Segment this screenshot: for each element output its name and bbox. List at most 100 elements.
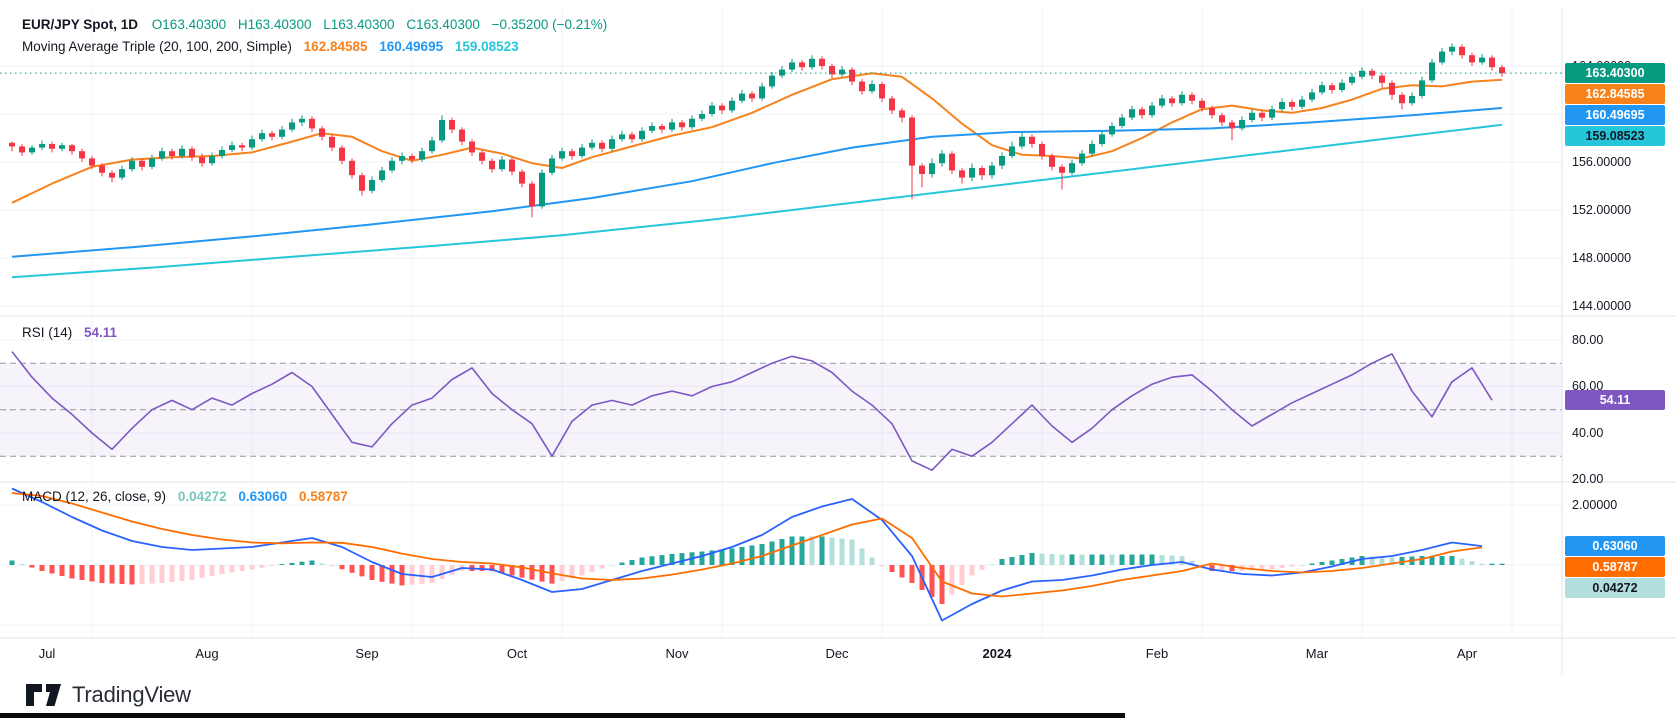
symbol-title[interactable]: EUR/JPY Spot, 1D: [22, 17, 139, 32]
macd-histogram-bar: [249, 565, 255, 570]
macd-axis-label: 2.00000: [1572, 498, 1618, 512]
candle: [1279, 102, 1285, 110]
macd-histogram-bar: [649, 556, 655, 565]
macd-histogram-bar: [909, 565, 915, 583]
macd-histogram-bar: [1269, 565, 1275, 570]
tradingview-logo[interactable]: TradingView: [26, 680, 191, 710]
macd-histogram-bar: [1129, 554, 1135, 565]
macd-histogram-bar: [89, 565, 95, 582]
candle: [1329, 85, 1335, 90]
macd-histogram-bar: [839, 538, 845, 565]
macd-histogram-bar: [1029, 553, 1035, 565]
macd-histogram-bar: [9, 560, 15, 565]
candle: [1219, 115, 1225, 123]
candle: [719, 105, 725, 111]
candle: [199, 157, 205, 164]
candle: [519, 171, 525, 184]
macd-histogram-bar: [799, 536, 805, 565]
macd-histogram-bar: [1099, 554, 1105, 565]
time-scale[interactable]: Jul Aug Sep Oct Nov Dec 2024 Feb Mar Apr: [0, 638, 1562, 674]
macd-histogram-bar: [1489, 563, 1495, 565]
candle: [1009, 146, 1015, 156]
candle: [1099, 134, 1105, 144]
candle: [269, 133, 275, 137]
rsi-axis-label: 80.00: [1572, 333, 1604, 347]
macd-histogram-bar: [1459, 558, 1465, 565]
macd-histogram-bar: [1109, 554, 1115, 565]
macd-histogram-bar: [1179, 556, 1185, 565]
price-scale[interactable]: 164.00000156.00000152.00000148.00000144.…: [1564, 0, 1675, 674]
candle: [829, 66, 835, 75]
candle: [1399, 94, 1405, 104]
macd-histogram-bar: [1319, 562, 1325, 565]
macd-histogram-bar: [1389, 557, 1395, 565]
candle: [349, 160, 355, 176]
candle: [1149, 105, 1155, 116]
macd-histogram-bar: [729, 548, 735, 565]
macd-histogram-bar: [339, 565, 345, 570]
macd-histogram-bar: [439, 565, 445, 579]
candle: [729, 100, 735, 111]
macd-histogram-bar: [509, 565, 515, 576]
macd-histogram-bar: [739, 547, 745, 565]
candle: [589, 142, 595, 148]
macd-histogram-bar: [1259, 565, 1265, 570]
macd-histogram-bar: [1139, 554, 1145, 565]
macd-histogram-bar: [529, 565, 535, 580]
macd-histogram-bar: [819, 536, 825, 565]
macd-histogram-bar: [869, 557, 875, 565]
macd-histogram-bar: [429, 565, 435, 583]
candle: [9, 142, 15, 147]
macd-histogram-bar: [899, 565, 905, 578]
macd-histogram-bar: [259, 565, 265, 568]
rsi-indicator-title[interactable]: RSI (14): [22, 325, 73, 340]
candle: [469, 141, 475, 153]
macd-histogram-bar: [289, 562, 295, 565]
ma-indicator-title[interactable]: Moving Average Triple (20, 100, 200, Sim…: [22, 39, 292, 54]
candle: [959, 170, 965, 178]
macd-histogram-bar: [749, 545, 755, 565]
ma100-value: 160.49695: [379, 39, 444, 54]
macd-histogram-bar: [219, 565, 225, 574]
candle: [79, 151, 85, 159]
macd-indicator-title[interactable]: MACD (12, 26, close, 9): [22, 489, 167, 504]
macd-histogram-bar: [239, 565, 245, 571]
candle: [1179, 94, 1185, 104]
macd-histogram-bar: [1339, 559, 1345, 565]
macd-histogram-bar: [499, 565, 505, 574]
symbol-legend-row: EUR/JPY Spot, 1D O163.40300 H163.40300 L…: [22, 14, 615, 36]
macd-histogram-bar: [419, 565, 425, 584]
macd-histogram-bar: [1369, 556, 1375, 565]
tradingview-logo-icon: [26, 684, 61, 706]
macd-histogram-bar: [129, 565, 135, 585]
candle: [599, 142, 605, 149]
candle: [1369, 70, 1375, 76]
macd-histogram-bar: [489, 565, 495, 571]
candle: [919, 165, 925, 174]
macd-line: [11, 487, 1483, 622]
candle: [949, 153, 955, 171]
candle: [869, 84, 875, 92]
candle: [619, 134, 625, 140]
candle: [259, 133, 265, 140]
macd-histogram-bar: [149, 565, 155, 584]
macd-histogram-bar: [1149, 554, 1155, 565]
candle: [749, 93, 755, 99]
macd-histogram-bar: [659, 555, 665, 565]
macd-histogram-bar: [1049, 554, 1055, 565]
macd-histogram-bar: [1219, 565, 1225, 571]
macd-histogram-bar: [759, 544, 765, 565]
time-axis-label: Oct: [506, 646, 528, 661]
candle: [69, 145, 75, 152]
candle: [1319, 85, 1325, 93]
candle: [709, 105, 715, 114]
candle: [689, 118, 695, 128]
macd-histogram-bar: [179, 565, 185, 581]
macd-histogram-bar: [779, 539, 785, 565]
candle: [139, 160, 145, 167]
price-change: −0.35200 (−0.21%): [491, 17, 608, 32]
macd-histogram-bar: [1439, 556, 1445, 565]
candle: [1129, 109, 1135, 118]
candle: [229, 145, 235, 150]
